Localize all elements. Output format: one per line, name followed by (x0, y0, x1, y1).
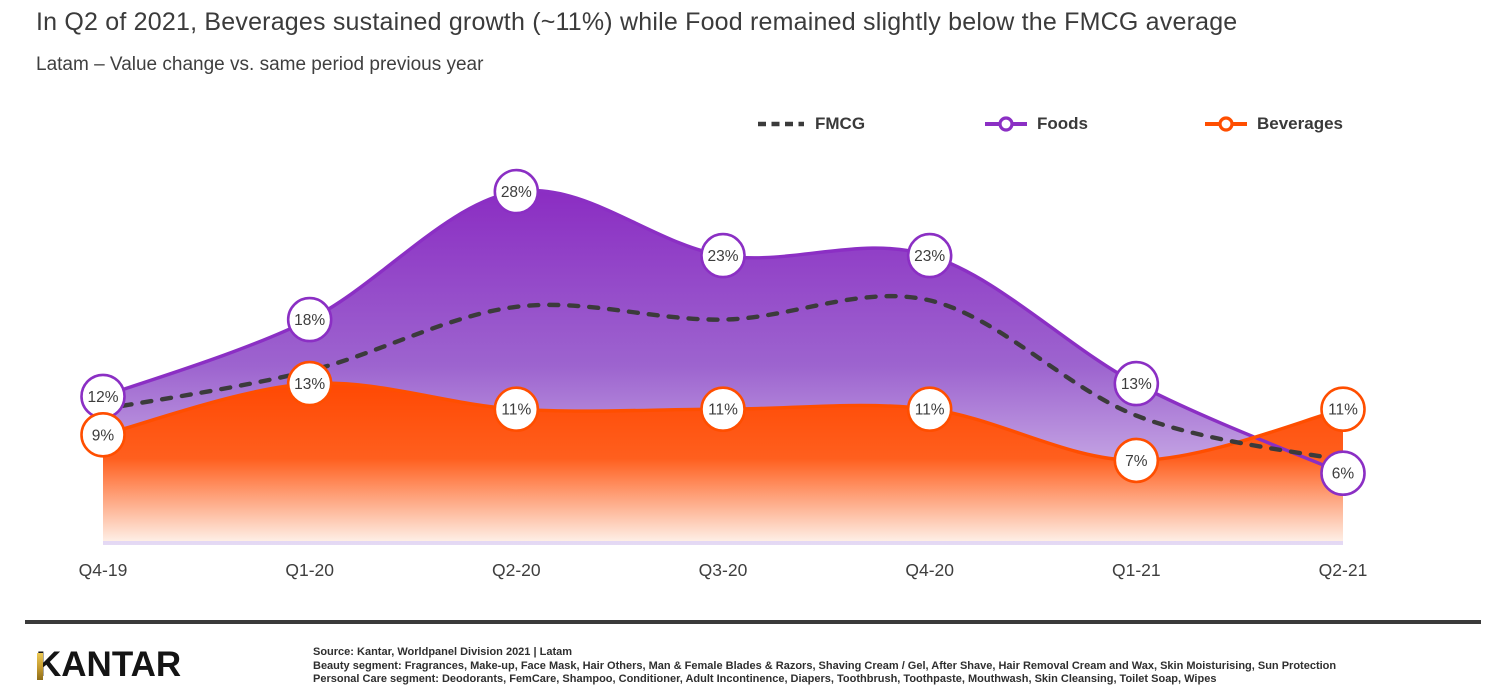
foods-data-label: 18% (286, 296, 333, 343)
svg-text:11%: 11% (708, 402, 738, 419)
beverages-area (103, 383, 1343, 541)
legend-label-fmcg: FMCG (815, 114, 866, 133)
svg-text:23%: 23% (914, 248, 945, 265)
legend-item-foods: Foods (983, 112, 1088, 136)
foods-data-label: 13% (1113, 360, 1160, 407)
x-axis-label: Q3-20 (699, 560, 748, 580)
page-title: In Q2 of 2021, Beverages sustained growt… (36, 8, 1238, 36)
beverages-data-label: 11% (1320, 386, 1366, 433)
beverages-data-label: 11% (906, 386, 953, 433)
beverages-data-label: 13% (286, 360, 333, 407)
legend-label-foods: Foods (1037, 114, 1088, 133)
foods-data-label: 6% (1320, 450, 1366, 497)
foods-data-label: 12% (80, 373, 126, 420)
foods-data-labels: 12% 18% 28% 23% 23% 13% 6% (80, 168, 1366, 497)
foods-data-label: 23% (700, 232, 746, 279)
beverages-data-label: 9% (80, 411, 126, 458)
source-line-1: Source: Kantar, Worldpanel Division 2021… (313, 646, 573, 658)
fmcg-dashed-line-icon (758, 121, 804, 127)
svg-text:23%: 23% (707, 248, 738, 265)
svg-text:7%: 7% (1125, 453, 1148, 470)
x-axis-label: Q2-21 (1319, 560, 1368, 580)
beverages-data-label: 11% (493, 386, 540, 433)
source-note: Source: Kantar, Worldpanel Division 2021… (313, 646, 1413, 687)
footer-divider (25, 620, 1481, 624)
x-axis-label: Q1-21 (1112, 560, 1161, 580)
beverages-data-labels: 9% 13% 11% 11% 11% 7% 11% (80, 360, 1366, 484)
svg-text:11%: 11% (1328, 402, 1358, 419)
x-axis-label: Q1-20 (285, 560, 334, 580)
foods-data-label: 23% (906, 232, 953, 279)
legend-label-beverages: Beverages (1257, 114, 1344, 133)
svg-text:13%: 13% (1121, 376, 1152, 393)
x-axis-label: Q4-19 (79, 560, 128, 580)
svg-text:13%: 13% (294, 376, 325, 393)
svg-text:18%: 18% (294, 312, 325, 329)
svg-text:6%: 6% (1332, 466, 1355, 483)
foods-data-label: 28% (493, 168, 540, 215)
svg-text:9%: 9% (92, 427, 115, 444)
beverages-line-marker-icon (1205, 116, 1247, 132)
kantar-logo-gold-bar (37, 653, 43, 680)
page-subtitle: Latam – Value change vs. same period pre… (36, 54, 484, 75)
source-line-2: Beauty segment: Fragrances, Make-up, Fac… (313, 659, 1337, 672)
source-line-3: Personal Care segment: Deodorants, FemCa… (313, 673, 1217, 685)
x-axis-label: Q4-20 (905, 560, 954, 580)
legend-item-fmcg: FMCG (755, 112, 865, 136)
foods-line-marker-icon (985, 116, 1027, 132)
beverages-data-label: 11% (700, 386, 746, 433)
svg-text:28%: 28% (501, 184, 532, 201)
kantar-logo: KANTAR (36, 645, 182, 684)
x-axis-labels: Q4-19 Q1-20 Q2-20 Q3-20 Q4-20 Q1-21 Q2-21 (79, 560, 1368, 580)
legend-item-beverages: Beverages (1203, 112, 1343, 136)
svg-text:11%: 11% (915, 402, 945, 419)
svg-text:12%: 12% (87, 389, 118, 406)
beverages-data-label: 7% (1113, 437, 1160, 484)
svg-text:11%: 11% (501, 402, 531, 419)
x-axis-label: Q2-20 (492, 560, 541, 580)
